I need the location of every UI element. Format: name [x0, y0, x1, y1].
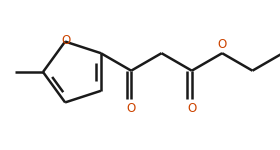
Text: O: O: [62, 34, 71, 47]
Text: O: O: [218, 38, 227, 51]
Text: O: O: [127, 102, 136, 115]
Text: O: O: [187, 102, 197, 115]
